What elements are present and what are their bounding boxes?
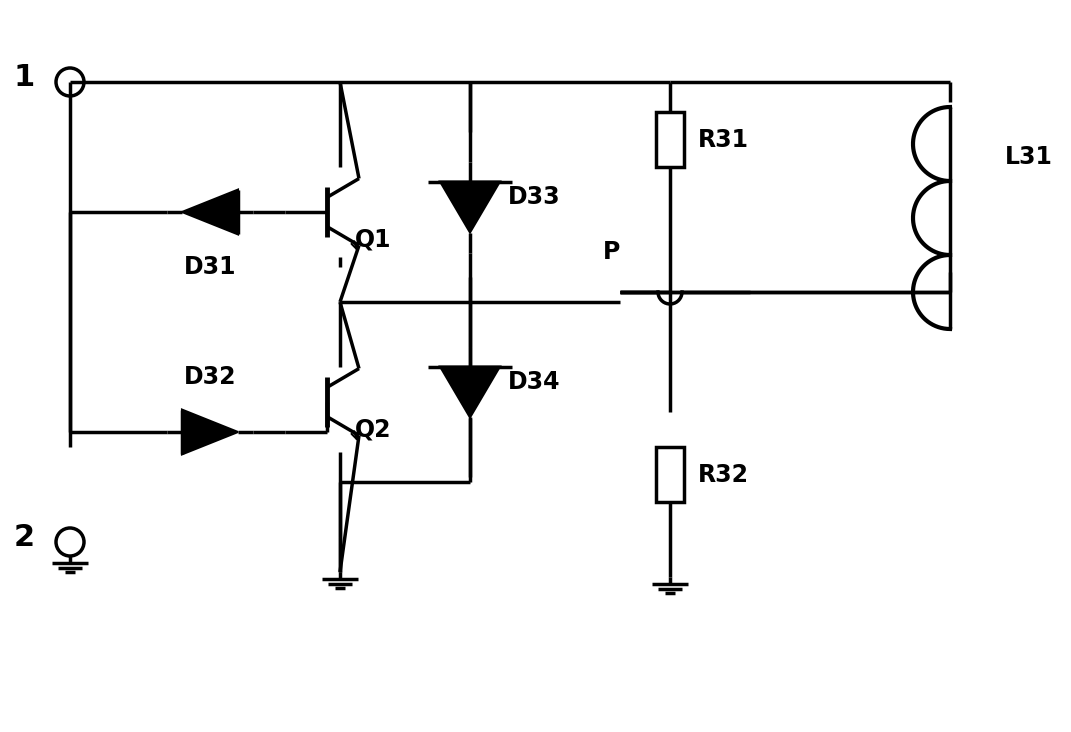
Text: L31: L31 [1005, 145, 1053, 169]
Polygon shape [440, 182, 500, 233]
Text: D33: D33 [508, 185, 560, 209]
Text: D34: D34 [508, 370, 560, 394]
Text: D31: D31 [184, 255, 237, 279]
Text: R31: R31 [698, 127, 749, 152]
Bar [657, 447, 684, 502]
Polygon shape [182, 410, 238, 455]
Polygon shape [440, 367, 500, 417]
Text: R32: R32 [698, 463, 749, 487]
Text: 1: 1 [14, 62, 35, 92]
Text: 2: 2 [14, 523, 35, 551]
Text: Q2: Q2 [355, 417, 392, 441]
Text: D32: D32 [184, 365, 237, 389]
Text: Q1: Q1 [355, 227, 392, 251]
Polygon shape [182, 190, 238, 234]
Text: P: P [603, 240, 621, 264]
Bar [657, 112, 684, 167]
